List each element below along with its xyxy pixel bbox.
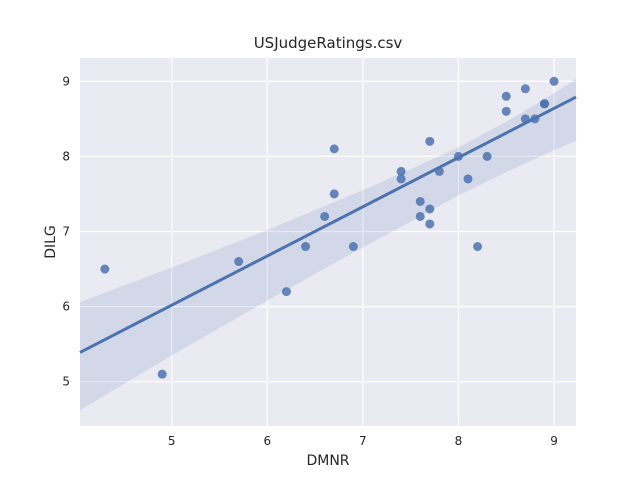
data-point — [425, 219, 435, 229]
data-point — [320, 211, 330, 221]
data-point — [425, 204, 435, 214]
data-point — [396, 174, 406, 184]
data-point — [501, 91, 511, 101]
y-tick-label: 8 — [62, 149, 70, 163]
data-point — [539, 99, 549, 109]
x-tick-label: 9 — [550, 434, 558, 448]
data-point — [100, 264, 110, 274]
y-axis-label: DILG — [43, 225, 59, 259]
x-tick-label: 6 — [263, 434, 271, 448]
x-axis-label: DMNR — [306, 453, 349, 469]
data-point — [348, 242, 358, 252]
data-point — [234, 257, 244, 267]
scatter-points — [100, 76, 559, 379]
y-tick-label: 5 — [62, 375, 70, 389]
y-tick-label: 6 — [62, 300, 70, 314]
data-point — [453, 151, 463, 161]
data-point — [434, 166, 444, 176]
data-point — [425, 136, 435, 146]
data-point — [530, 114, 540, 124]
data-point — [281, 287, 291, 297]
data-point — [415, 211, 425, 221]
chart-title: USJudgeRatings.csv — [254, 34, 403, 52]
data-point — [329, 144, 339, 154]
regression-line — [79, 95, 577, 354]
data-point — [301, 242, 311, 252]
grid-lines — [80, 58, 576, 426]
data-point — [157, 369, 167, 379]
x-tick-label: 8 — [455, 434, 463, 448]
data-point — [549, 76, 559, 86]
x-tick-label: 5 — [168, 434, 176, 448]
y-tick-label: 7 — [62, 224, 70, 238]
data-point — [396, 166, 406, 176]
y-tick-label: 9 — [62, 74, 70, 88]
y-tick-labels: 5 6 7 8 9 — [62, 74, 70, 388]
data-point — [329, 189, 339, 199]
x-tick-labels: 5 6 7 8 9 — [168, 434, 558, 448]
data-point — [482, 151, 492, 161]
data-point — [520, 114, 530, 124]
data-point — [520, 84, 530, 94]
data-point — [415, 196, 425, 206]
plot-area — [80, 58, 576, 426]
data-point — [501, 106, 511, 116]
data-point — [473, 242, 483, 252]
data-point — [463, 174, 473, 184]
x-tick-label: 7 — [359, 434, 367, 448]
